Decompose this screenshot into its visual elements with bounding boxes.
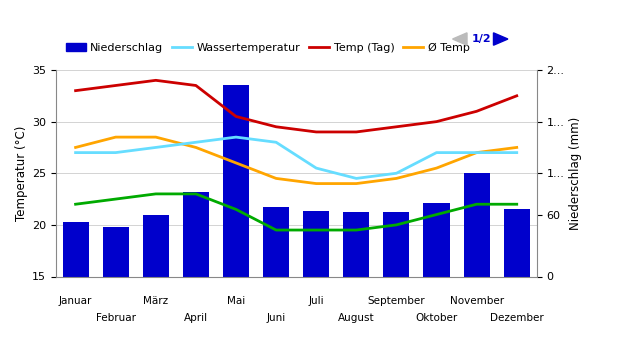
Text: Dezember: Dezember: [490, 313, 544, 323]
Text: September: September: [368, 296, 425, 306]
Bar: [463, 173, 490, 276]
Text: März: März: [143, 296, 168, 306]
Text: Januar: Januar: [59, 296, 93, 306]
Text: Mai: Mai: [227, 296, 245, 306]
Bar: [223, 85, 249, 276]
Bar: [503, 209, 530, 276]
Text: Juni: Juni: [267, 313, 286, 323]
Bar: [183, 192, 209, 276]
Text: April: April: [184, 313, 208, 323]
Bar: [383, 212, 410, 276]
Bar: [343, 212, 370, 276]
Polygon shape: [452, 33, 467, 45]
Text: August: August: [338, 313, 375, 323]
Polygon shape: [494, 33, 508, 45]
Y-axis label: Temperatur (°C): Temperatur (°C): [15, 126, 28, 221]
Text: Februar: Februar: [96, 313, 136, 323]
Bar: [62, 222, 89, 276]
Text: November: November: [450, 296, 503, 306]
Bar: [102, 227, 129, 276]
Y-axis label: Niederschlag (mm): Niederschlag (mm): [569, 117, 582, 230]
Bar: [423, 203, 450, 276]
Text: Juli: Juli: [308, 296, 324, 306]
Legend: Niederschlag, Wassertemperatur, Temp (Tag), Ø Temp: Niederschlag, Wassertemperatur, Temp (Ta…: [61, 38, 474, 57]
Text: 1/2: 1/2: [471, 34, 491, 44]
Bar: [143, 215, 169, 276]
Bar: [303, 211, 329, 276]
Bar: [263, 207, 289, 276]
Text: Oktober: Oktober: [415, 313, 458, 323]
